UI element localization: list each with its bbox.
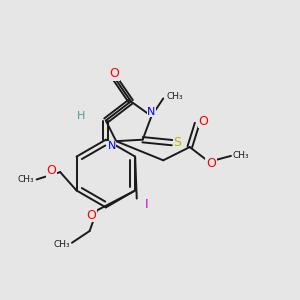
Text: H: H: [76, 111, 85, 121]
Text: O: O: [110, 67, 120, 80]
Text: CH₃: CH₃: [232, 152, 249, 160]
Text: O: O: [199, 115, 208, 128]
Text: CH₃: CH₃: [17, 175, 34, 184]
Text: S: S: [173, 136, 181, 148]
Text: O: O: [86, 209, 96, 222]
Text: I: I: [145, 198, 149, 211]
Text: CH₃: CH₃: [53, 240, 70, 249]
Text: N: N: [147, 107, 156, 117]
Text: CH₃: CH₃: [166, 92, 183, 101]
Text: O: O: [206, 157, 216, 170]
Text: O: O: [46, 164, 56, 177]
Text: N: N: [107, 141, 116, 151]
